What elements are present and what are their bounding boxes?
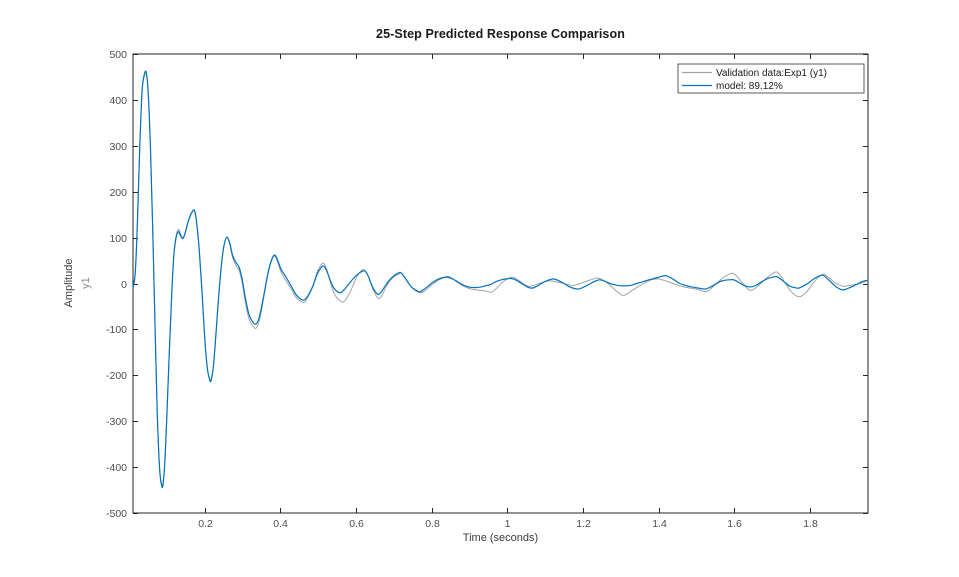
- y-tick-label: 100: [109, 233, 127, 245]
- x-tick-label: 1.8: [803, 518, 818, 530]
- legend-label-validation[interactable]: Validation data:Exp1 (y1): [716, 68, 827, 79]
- series-line-model[interactable]: [132, 70, 869, 489]
- y-tick-label: 200: [109, 187, 127, 199]
- y-tick-label: -300: [106, 416, 127, 428]
- y-tick-label: 300: [109, 141, 127, 153]
- x-tick-label: 0.6: [349, 518, 364, 530]
- y-tick-label: 0: [121, 279, 127, 291]
- y-axis-label-channel: y1: [80, 277, 92, 289]
- y-axis-label-amplitude: Amplitude: [63, 258, 75, 308]
- y-tick-label: 500: [109, 49, 127, 61]
- y-tick-label: -200: [106, 370, 127, 382]
- data-series[interactable]: [132, 70, 869, 489]
- x-tick-label: 0.2: [198, 518, 213, 530]
- y-tick-label: -100: [106, 324, 127, 336]
- x-axis-label: Time (seconds): [462, 532, 539, 544]
- x-tick-label: 1.4: [652, 518, 667, 530]
- axis-tick-labels: 0.2 0.4 0.6 0.8 1 1.2 1.4 1.6 1.8 -500 -400 -300 -20…: [106, 49, 818, 530]
- legend-box[interactable]: Validation data:Exp1 (y1) model: 89.12%: [677, 63, 865, 94]
- x-tick-label: 0.4: [273, 518, 288, 530]
- x-tick-label: 1: [505, 518, 511, 530]
- y-tick-label: 400: [109, 95, 127, 107]
- axis-ticks: [133, 54, 868, 514]
- legend-label-model[interactable]: model: 89.12%: [716, 81, 783, 92]
- x-tick-label: 0.8: [425, 518, 440, 530]
- x-tick-label: 1.6: [727, 518, 742, 530]
- legend-background[interactable]: [677, 63, 865, 94]
- x-tick-label: 1.2: [576, 518, 591, 530]
- chart-title: 25-Step Predicted Response Comparison: [376, 27, 625, 41]
- y-tick-label: -400: [106, 462, 127, 474]
- y-tick-label: -500: [106, 508, 127, 520]
